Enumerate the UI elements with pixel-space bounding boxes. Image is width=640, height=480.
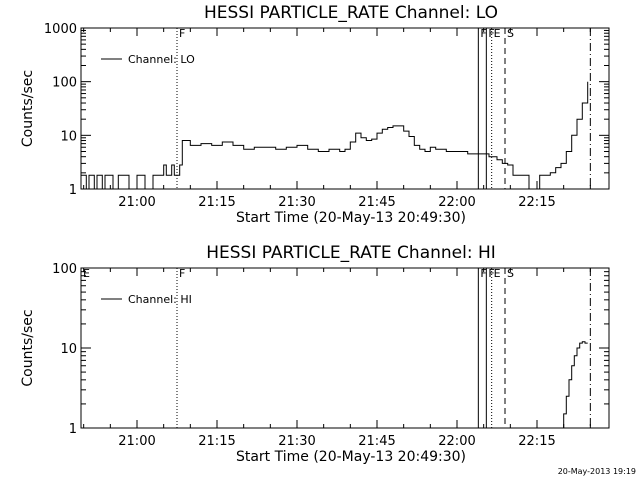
panel-hi: HESSI PARTICLE_RATE Channel: HI 21:00 21:1… (20, 243, 610, 465)
y-tick-label: 1000 (44, 22, 77, 37)
panel-lo: HESSI PARTICLE_RATE Channel: LO 21:00 21:1… (20, 3, 610, 226)
y-tick-label: 1 (69, 422, 77, 437)
chart-title: HESSI PARTICLE_RATE Channel: HI (206, 243, 496, 263)
x-tick-label: 21:30 (278, 195, 315, 210)
series-line (81, 81, 589, 190)
legend-label: Channel: HI (128, 293, 192, 306)
y-tick-label: 10 (60, 129, 77, 144)
x-tick-label: 22:00 (438, 195, 475, 210)
y-axis-label: Counts/sec (20, 309, 36, 386)
flag-label: E (494, 27, 501, 40)
flag-label: F (488, 27, 494, 40)
y-tick-label: 100 (52, 262, 77, 277)
plot-frame (80, 267, 610, 429)
y-axis-label: Counts/sec (20, 70, 36, 147)
x-tick-label: 21:45 (358, 195, 395, 210)
flag-label: S (507, 267, 514, 280)
y-tick-label: 100 (52, 76, 77, 91)
x-tick-label: 21:15 (198, 195, 235, 210)
y-tick-label: 10 (60, 342, 77, 357)
x-tick-label: 21:30 (278, 434, 315, 449)
flag-label: F (480, 267, 486, 280)
flag-label: F (480, 27, 486, 40)
chart-title: HESSI PARTICLE_RATE Channel: LO (204, 3, 498, 23)
y-tick-label: 1 (69, 183, 77, 198)
flag-label: E (494, 267, 501, 280)
plot-frame (80, 27, 610, 190)
legend-label: Channel: LO (128, 53, 195, 66)
flag-label: S (507, 27, 514, 40)
x-tick-label: 21:45 (358, 434, 395, 449)
footer-timestamp: 20-May-2013 19:19 (558, 467, 636, 476)
flag-label: E (83, 267, 90, 280)
series-line (561, 341, 588, 429)
flag-label: F (488, 267, 494, 280)
x-axis-label: Start Time (20-May-13 20:49:30) (236, 210, 466, 226)
x-axis-label: Start Time (20-May-13 20:49:30) (236, 449, 466, 465)
x-tick-label: 21:15 (198, 434, 235, 449)
x-tick-label: 21:00 (118, 434, 155, 449)
x-tick-label: 21:00 (118, 195, 155, 210)
flag-label: F (179, 27, 185, 40)
x-tick-label: 22:15 (518, 195, 555, 210)
x-tick-label: 22:15 (518, 434, 555, 449)
x-tick-label: 22:00 (438, 434, 475, 449)
flag-label: F (179, 267, 185, 280)
